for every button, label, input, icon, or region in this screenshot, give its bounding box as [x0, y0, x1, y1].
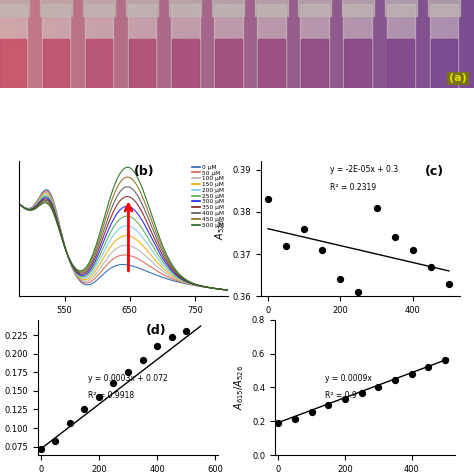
Point	[301, 225, 308, 232]
Text: y = -2E-05x + 0.3: y = -2E-05x + 0.3	[330, 165, 399, 174]
Point	[182, 328, 190, 335]
Polygon shape	[257, 4, 286, 88]
Polygon shape	[126, 0, 158, 16]
Polygon shape	[40, 0, 72, 16]
Polygon shape	[85, 4, 113, 88]
Point	[291, 415, 299, 422]
Point	[168, 334, 175, 341]
Point	[282, 242, 290, 249]
X-axis label: Wavelength/nm: Wavelength/nm	[80, 320, 166, 330]
Polygon shape	[258, 39, 285, 88]
Polygon shape	[214, 4, 243, 88]
Point	[153, 342, 161, 350]
Point	[441, 356, 449, 364]
Point	[52, 438, 59, 445]
Polygon shape	[342, 0, 374, 16]
Polygon shape	[255, 0, 288, 16]
Legend: 0 μM, 50 μM, 100 μM, 150 μM, 200 μM, 250 μM, 300 μM, 350 μM, 400 μM, 450 μM, 500: 0 μM, 50 μM, 100 μM, 150 μM, 200 μM, 250…	[191, 164, 225, 228]
Text: R² = 0.2319: R² = 0.2319	[330, 183, 376, 192]
Point	[124, 368, 132, 376]
Polygon shape	[301, 4, 329, 88]
Text: (c): (c)	[425, 165, 444, 178]
Polygon shape	[299, 0, 331, 16]
Point	[391, 233, 399, 241]
Polygon shape	[43, 39, 69, 88]
Polygon shape	[344, 4, 372, 88]
Point	[337, 275, 344, 283]
Point	[374, 383, 382, 391]
Polygon shape	[0, 39, 26, 88]
Polygon shape	[128, 4, 156, 88]
Text: R² = 0.9918: R² = 0.9918	[88, 392, 135, 401]
Point	[341, 395, 349, 403]
Polygon shape	[212, 0, 245, 16]
Polygon shape	[215, 39, 242, 88]
Polygon shape	[171, 4, 200, 88]
Polygon shape	[430, 39, 457, 88]
Polygon shape	[386, 4, 415, 88]
Point	[95, 393, 103, 401]
Text: (a): (a)	[449, 73, 467, 83]
Text: R² = 0.9: R² = 0.9	[325, 392, 357, 401]
Polygon shape	[42, 4, 70, 88]
Point	[373, 204, 380, 211]
Text: (b): (b)	[134, 165, 155, 178]
Text: (d): (d)	[146, 324, 167, 337]
Polygon shape	[387, 39, 414, 88]
Polygon shape	[345, 39, 371, 88]
Point	[425, 363, 432, 371]
Polygon shape	[129, 39, 155, 88]
Polygon shape	[169, 0, 201, 16]
X-axis label: Concentration/μM: Concentration/μM	[311, 320, 410, 330]
Point	[325, 401, 332, 409]
Polygon shape	[172, 39, 199, 88]
Point	[264, 195, 272, 203]
Y-axis label: $A_{615}/A_{526}$: $A_{615}/A_{526}$	[233, 365, 246, 410]
Text: y = 0.0003x + 0.072: y = 0.0003x + 0.072	[88, 374, 168, 383]
Point	[274, 419, 282, 427]
Point	[66, 419, 73, 427]
Y-axis label: $A_{526}$: $A_{526}$	[213, 218, 227, 239]
Polygon shape	[0, 0, 29, 16]
Point	[308, 408, 315, 416]
Polygon shape	[83, 0, 115, 16]
Point	[109, 380, 117, 387]
Point	[37, 445, 45, 453]
Text: y = 0.0009x: y = 0.0009x	[325, 374, 372, 383]
Point	[391, 377, 399, 384]
Point	[427, 263, 435, 271]
Polygon shape	[301, 39, 328, 88]
Point	[139, 356, 146, 364]
Point	[358, 389, 365, 397]
Polygon shape	[429, 4, 458, 88]
Point	[445, 280, 453, 287]
Point	[409, 246, 417, 254]
Polygon shape	[86, 39, 112, 88]
Polygon shape	[428, 0, 460, 16]
Point	[319, 246, 326, 254]
Polygon shape	[0, 4, 27, 88]
Point	[81, 406, 88, 413]
Polygon shape	[384, 0, 417, 16]
Point	[355, 288, 362, 296]
Point	[408, 370, 416, 378]
